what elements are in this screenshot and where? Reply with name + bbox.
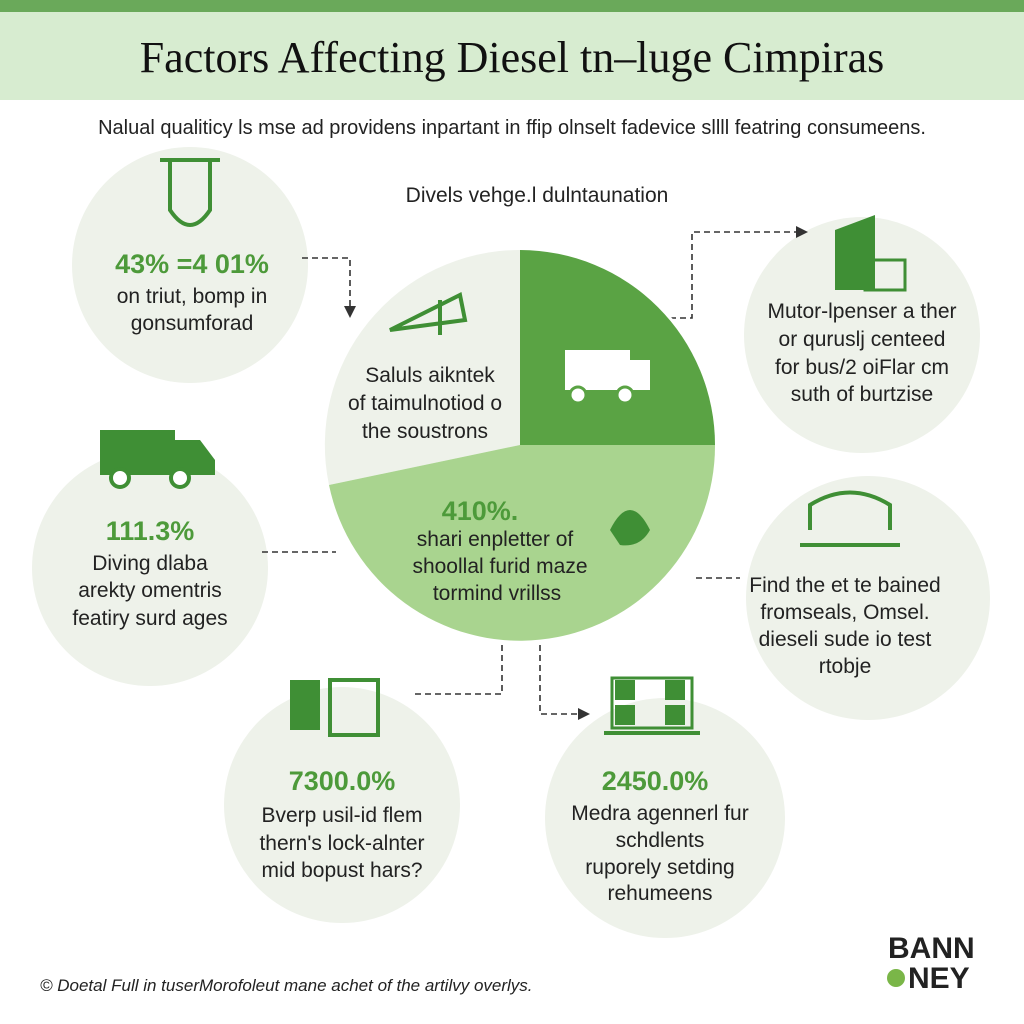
card-stat: 43% =4 01% (115, 249, 269, 279)
card-text: featiry surd ages (72, 607, 227, 630)
card-text: ruporely setding (585, 856, 734, 879)
pie-text: shari enpletter of (417, 528, 574, 551)
pie-text: of taimulnotiod o (348, 392, 502, 415)
card-text: schdlents (616, 829, 705, 852)
card-text: dieseli sude io test (759, 628, 932, 651)
logo: NEY (908, 962, 970, 995)
top-bar (0, 0, 1024, 12)
card-text: arekty omentris (78, 579, 222, 602)
card-text: for bus/2 oiFlar cm (775, 356, 949, 379)
card-stat: 111.3% (106, 516, 195, 546)
logo: BANN (888, 932, 975, 965)
footer-note: © Doetal Full in tuserMorofoleut mane ac… (40, 976, 533, 995)
pie-slice (329, 445, 716, 641)
pie-text: Saluls aikntek (365, 364, 495, 387)
header-band (0, 12, 1024, 100)
pie-slice (324, 249, 520, 485)
card-text: rehumeens (607, 882, 712, 905)
card-text: thern's lock-alnter (259, 832, 424, 855)
pie-text: the soustrons (362, 420, 488, 443)
card-text: gonsumforad (131, 312, 254, 335)
card-text: suth of burtzise (791, 383, 933, 406)
card-text: Medra agennerl fur (571, 802, 748, 825)
card-text: fromseals, Omsel. (760, 601, 929, 624)
pie-stat: 410%. (442, 496, 519, 526)
pie-title: Divels vehge.l dulntaunation (406, 184, 669, 207)
card-text: or quruslj centeed (779, 328, 946, 351)
card-text: mid bopust hars? (261, 859, 422, 882)
pie (322, 247, 718, 643)
icons (100, 158, 907, 737)
card-text: rtobje (819, 655, 872, 678)
pie-text: shoollal furid maze (412, 555, 587, 578)
card-backgrounds (32, 147, 990, 938)
card-text: on triut, bomp in (117, 285, 268, 308)
card-text: Bverp usil-id flem (261, 804, 422, 827)
title: Factors Affecting Diesel tn–luge Cimpira… (140, 33, 885, 82)
logo-mark (887, 969, 905, 987)
card-text: Mutor-lpenser a ther (767, 300, 956, 323)
card-stat: 2450.0% (602, 766, 709, 796)
card-text: Find the et te bained (749, 574, 940, 597)
pie-text: tormind vrillss (433, 582, 561, 605)
card-stat: 7300.0% (289, 766, 396, 796)
subtitle: Nalual qualiticy ls mse ad providens inp… (98, 117, 926, 139)
card-text: Diving dlaba (92, 552, 208, 575)
